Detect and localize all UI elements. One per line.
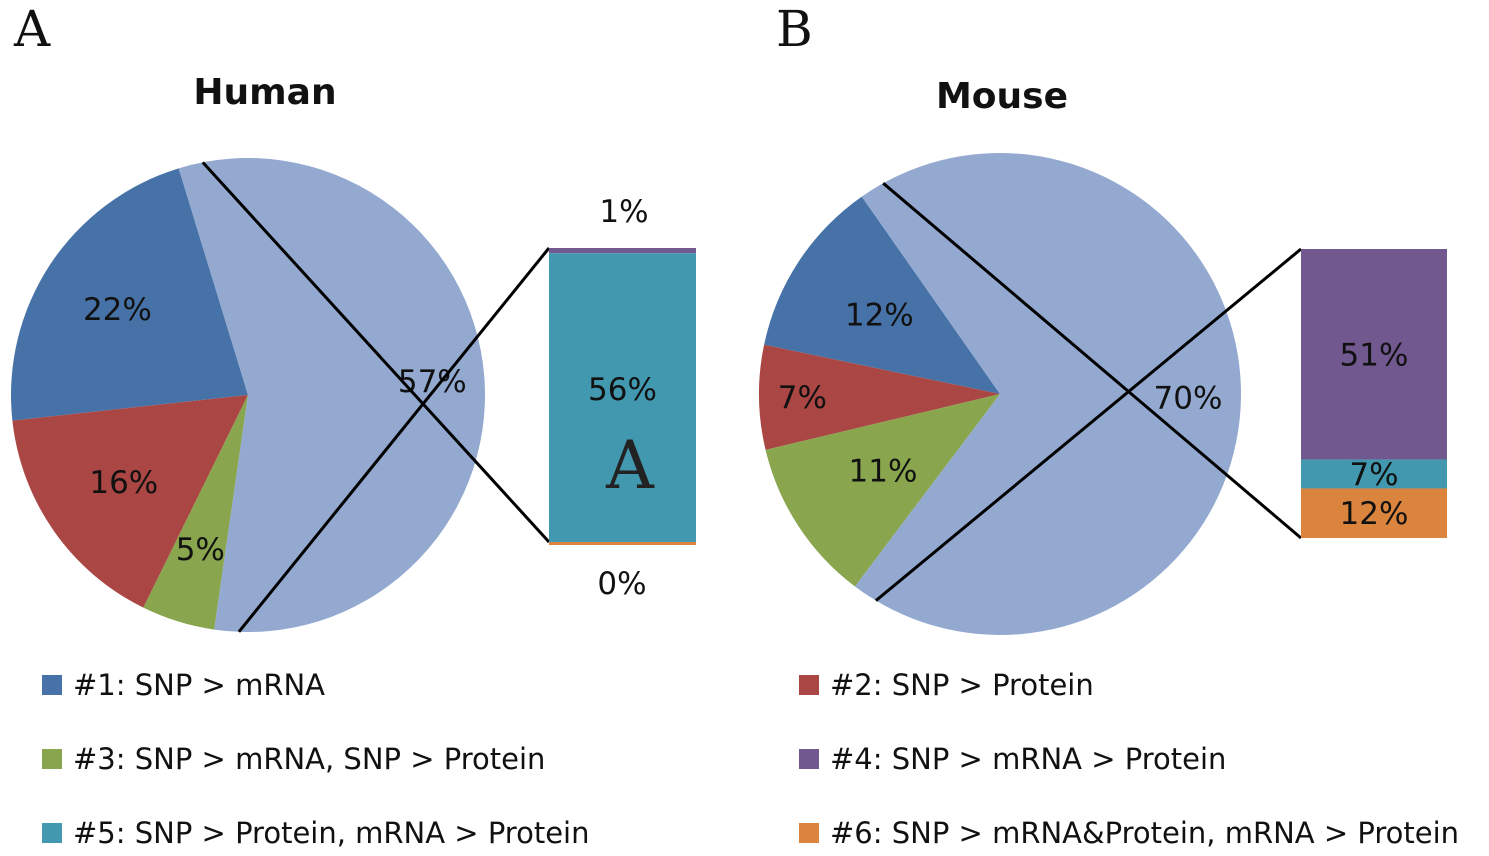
bar-label-6-snp-mrna-protein-mrna-protein: 0%	[597, 566, 646, 602]
pie-label-3-snp-mrna-snp-protein: 11%	[849, 454, 918, 490]
pie-label-1-snp-mrna: 22%	[83, 292, 152, 328]
bar-segment-5-snp-protein-mrna-protein	[549, 253, 696, 542]
bar-label-5-snp-protein-mrna-protein: 56%	[588, 372, 657, 408]
bar-label-4-snp-mrna-protein: 1%	[599, 194, 648, 230]
legend-label: #1: SNP > mRNA	[73, 668, 325, 702]
bar-human: 1% 56% 0% A	[549, 194, 696, 602]
legend-label: #5: SNP > Protein, mRNA > Protein	[73, 816, 589, 850]
pie-label-2-snp-protein: 7%	[778, 380, 827, 416]
panel-letter-b: B	[776, 0, 813, 58]
legend-item-5-snp-protein-mrna-protein: #5: SNP > Protein, mRNA > Protein	[42, 816, 589, 850]
pie-slice-3-snp-mrna-snp-protein	[765, 394, 1000, 587]
pie-label-1-snp-mrna: 12%	[845, 297, 914, 333]
legend-item-1-snp-mrna: #1: SNP > mRNA	[42, 668, 325, 702]
pie-label-other: 70%	[1154, 380, 1223, 416]
connector-line-bottom	[882, 182, 1302, 540]
pie-slice-other	[178, 158, 486, 633]
pie-mouse: 12% 7% 11% 70%	[758, 152, 1302, 635]
bar-label-6-snp-mrna-protein-mrna-protein: 12%	[1340, 496, 1409, 532]
bar-segment-5-snp-protein-mrna-protein	[1301, 459, 1447, 489]
legend-swatch	[42, 749, 62, 769]
legend-swatch	[799, 749, 819, 769]
connector-line-bottom	[201, 161, 551, 544]
legend-item-6-snp-mrna-protein-mrna-protein: #6: SNP > mRNA&Protein, mRNA > Protein	[799, 816, 1459, 850]
legend-swatch	[799, 675, 819, 695]
bar-watermark-letter: A	[605, 427, 655, 504]
pie-slice-2-snp-protein	[758, 344, 1000, 450]
panel-letter-a: A	[13, 0, 51, 58]
panel-a: A Human 22%16%5%57% 1%56%0%A	[11, 0, 696, 633]
legend-item-3-snp-mrna-snp-protein: #3: SNP > mRNA, SNP > Protein	[42, 742, 545, 776]
bar-segment-4-snp-mrna-protein	[1301, 249, 1447, 460]
panel-b: B Mouse 12%7%11%70% 51%7%12%	[758, 0, 1447, 635]
bar-label-5-snp-protein-mrna-protein: 7%	[1349, 457, 1398, 493]
bar-segment-6-snp-mrna-protein-mrna-protein	[1301, 488, 1447, 538]
chart-title-human: Human	[193, 72, 336, 113]
pie-label-3-snp-mrna-snp-protein: 5%	[176, 532, 225, 568]
pie-slice-1-snp-mrna	[11, 168, 249, 421]
pie-slice-1-snp-mrna	[764, 196, 1000, 394]
chart-title-mouse: Mouse	[936, 76, 1068, 117]
legend-label: #2: SNP > Protein	[830, 668, 1094, 702]
pie-slice-3-snp-mrna-snp-protein	[143, 395, 248, 630]
legend-label: #3: SNP > mRNA, SNP > Protein	[73, 742, 545, 776]
legend-item-2-snp-protein: #2: SNP > Protein	[799, 668, 1094, 702]
bar-label-4-snp-mrna-protein: 51%	[1340, 337, 1409, 373]
connector-line-top	[874, 247, 1302, 602]
bar-segment-4-snp-mrna-protein	[549, 248, 696, 254]
connector-line-top	[237, 247, 551, 633]
pie-slice-other	[854, 152, 1241, 635]
pie-human: 22%16%5%57%	[11, 158, 551, 633]
bar-segment-6-snp-mrna-protein-mrna-protein	[549, 542, 696, 545]
legend-swatch	[799, 823, 819, 843]
legend-item-4-snp-mrna-protein: #4: SNP > mRNA > Protein	[799, 742, 1226, 776]
legend: #1: SNP > mRNA #2: SNP > Protein #3: SNP >…	[42, 668, 1459, 850]
legend-swatch	[42, 675, 62, 695]
legend-label: #4: SNP > mRNA > Protein	[830, 742, 1226, 776]
legend-label: #6: SNP > mRNA&Protein, mRNA > Protein	[830, 816, 1459, 850]
pie-label-2-snp-protein: 16%	[89, 465, 158, 501]
pie-slice-2-snp-protein	[12, 395, 249, 608]
bar-mouse: 51% 7%12%	[1301, 249, 1447, 538]
legend-swatch	[42, 823, 62, 843]
